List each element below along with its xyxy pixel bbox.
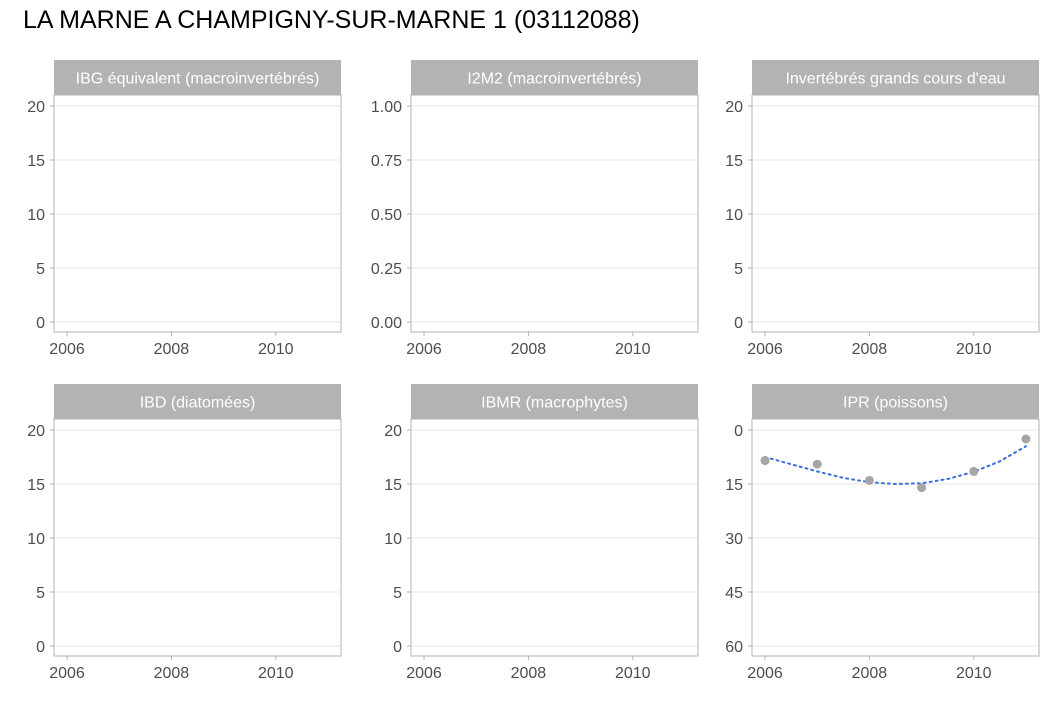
y-tick-label: 5: [36, 261, 45, 278]
y-tick-label: 20: [27, 423, 45, 440]
facet-strip: [752, 384, 1039, 419]
x-tick-label: 2008: [154, 341, 190, 358]
data-point: [969, 466, 979, 476]
x-tick-label: 2008: [154, 665, 190, 682]
x-tick-label: 2006: [49, 665, 85, 682]
x-tick-label: 2010: [258, 665, 294, 682]
facet-panel: IBD (diatomées) 0 5 10 15 20 2006 2008 2010: [27, 384, 342, 682]
y-tick-label: 10: [725, 207, 743, 224]
y-tick-label: 30: [725, 531, 743, 548]
y-tick-label: 15: [384, 477, 402, 494]
x-tick-label: 2006: [747, 341, 783, 358]
x-tick-label: 2010: [615, 665, 651, 682]
y-tick-label: 0.50: [371, 207, 402, 224]
facet-strip-label: IBD (diatomées): [140, 395, 256, 412]
y-tick-label: 5: [734, 261, 743, 278]
facet-strip: [54, 384, 341, 419]
x-tick-label: 2006: [747, 665, 783, 682]
y-tick-label: 0: [393, 639, 402, 656]
y-tick-label: 5: [36, 585, 45, 602]
data-point: [917, 483, 927, 493]
y-tick-label: 20: [27, 99, 45, 116]
y-tick-label: 15: [27, 477, 45, 494]
y-tick-label: 10: [27, 531, 45, 548]
trend-line: [764, 445, 1027, 486]
facet-strip-label: IBMR (macrophytes): [481, 395, 628, 412]
data-point: [1021, 434, 1031, 444]
facet-strip-label: Invertébrés grands cours d'eau: [785, 71, 1005, 88]
data-point: [864, 475, 874, 485]
y-tick-label: 45: [725, 585, 743, 602]
y-tick-label: 0.25: [371, 261, 402, 278]
y-tick-label: 0.75: [371, 153, 402, 170]
facet-panel: IBG équivalent (macroinvertébrés) 0 5 10 15 2…: [27, 60, 342, 358]
y-tick-label: 0: [36, 315, 45, 332]
y-tick-label: 60: [725, 639, 743, 656]
y-tick-label: 1.00: [371, 99, 402, 116]
x-tick-label: 2010: [956, 665, 992, 682]
y-tick-label: 0: [734, 315, 743, 332]
y-tick-label: 10: [27, 207, 45, 224]
x-tick-label: 2006: [49, 341, 85, 358]
x-tick-label: 2008: [852, 665, 888, 682]
x-tick-label: 2010: [258, 341, 294, 358]
facet-panel: IBMR (macrophytes) 0 5 10 15 20 2006 2008 2010: [384, 384, 699, 682]
y-tick-label: 0.00: [371, 315, 402, 332]
facet-strip-label: IBG équivalent (macroinvertébrés): [76, 71, 320, 88]
x-tick-label: 2010: [615, 341, 651, 358]
x-tick-label: 2006: [406, 341, 442, 358]
y-tick-label: 20: [384, 423, 402, 440]
x-tick-label: 2006: [406, 665, 442, 682]
y-tick-label: 0: [734, 423, 743, 440]
facet-strip-label: IPR (poissons): [843, 395, 948, 412]
x-tick-label: 2008: [852, 341, 888, 358]
chart-title: LA MARNE A CHAMPIGNY-SUR-MARNE 1 (031120…: [23, 6, 640, 34]
facet-strip: [411, 384, 698, 419]
facet-strip-label: I2M2 (macroinvertébrés): [467, 71, 641, 88]
y-tick-label: 15: [725, 477, 743, 494]
data-point: [760, 456, 770, 466]
x-tick-label: 2008: [511, 665, 547, 682]
facet-strip: [752, 60, 1039, 95]
facet-strip: [411, 60, 698, 95]
facet-panel: I2M2 (macroinvertébrés) 0.00 0.25 0.50 0.75 1…: [371, 60, 699, 358]
data-point: [812, 459, 822, 469]
y-tick-label: 5: [393, 585, 402, 602]
y-tick-label: 15: [27, 153, 45, 170]
y-tick-label: 20: [725, 99, 743, 116]
y-tick-label: 15: [725, 153, 743, 170]
facet-strip: [54, 60, 341, 95]
y-tick-label: 10: [384, 531, 402, 548]
x-tick-label: 2010: [956, 341, 992, 358]
facet-panel: Invertébrés grands cours d'eau 0 5 10 15 20 20…: [725, 60, 1040, 358]
y-tick-label: 0: [36, 639, 45, 656]
x-tick-label: 2008: [511, 341, 547, 358]
